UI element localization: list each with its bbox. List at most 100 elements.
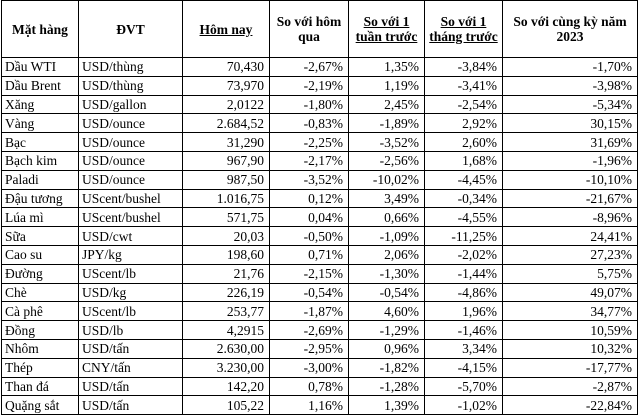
table-row: Nhôm USD/tấn 2.630,00 -2,95% 0,96% 3,34% 10,32… bbox=[1, 338, 638, 359]
cell-vs-yesterday: -1,87% bbox=[269, 301, 349, 322]
cell-item: Đường bbox=[1, 263, 79, 284]
table-row: Dầu Brent USD/thùng 73,970 -2,19% 1,19% -3,41… bbox=[1, 75, 638, 96]
table-row: Paladi USD/ounce 987,50 -3,52% -10,02% -4,45%… bbox=[1, 169, 638, 190]
table-row: Bạch kim USD/ounce 967,90 -2,17% -2,56% 1,68%… bbox=[1, 150, 638, 171]
cell-unit: USD/kg bbox=[78, 282, 183, 303]
cell-vs-yesterday: 1,16% bbox=[269, 395, 349, 415]
cell-item: Than đá bbox=[1, 376, 79, 397]
cell-vs-month: 1,68% bbox=[424, 150, 503, 171]
cell-vs-year: 10,32% bbox=[502, 338, 638, 359]
cell-vs-week: -1,28% bbox=[348, 376, 425, 397]
cell-vs-month: 2,92% bbox=[424, 113, 503, 134]
cell-item: Bạc bbox=[1, 132, 79, 152]
cell-vs-week: -1,89% bbox=[348, 113, 425, 134]
cell-unit: USD/lb bbox=[78, 320, 183, 340]
cell-today: 1.016,75 bbox=[182, 188, 270, 209]
table-row: Xăng USD/gallon 2,0122 -1,80% 2,45% -2,54% -5,… bbox=[1, 94, 638, 115]
cell-vs-month: -4,55% bbox=[424, 207, 503, 228]
cell-vs-yesterday: -0,54% bbox=[269, 282, 349, 303]
table-header-row: Mặt hàng ĐVT Hôm nay So với hôm qua So v… bbox=[1, 0, 638, 58]
header-today: Hôm nay bbox=[182, 0, 270, 58]
header-vs-yesterday: So với hôm qua bbox=[269, 0, 349, 58]
cell-unit: UScent/bushel bbox=[78, 207, 183, 228]
cell-item: Quặng sắt bbox=[1, 395, 79, 415]
cell-vs-yesterday: -1,80% bbox=[269, 94, 349, 115]
cell-vs-year: -21,67% bbox=[502, 188, 638, 209]
cell-item: Cao su bbox=[1, 244, 79, 265]
header-vs-week: So với 1 tuần trước bbox=[348, 0, 425, 58]
cell-vs-year: -10,10% bbox=[502, 169, 638, 190]
cell-vs-yesterday: -2,15% bbox=[269, 263, 349, 284]
header-item: Mặt hàng bbox=[1, 0, 79, 58]
cell-today: 142,20 bbox=[182, 376, 270, 397]
cell-item: Sữa bbox=[1, 226, 79, 246]
table-row: Đậu tương UScent/bushel 1.016,75 0,12% 3,49%… bbox=[1, 188, 638, 209]
cell-item: Đậu tương bbox=[1, 188, 79, 209]
cell-vs-week: 1,39% bbox=[348, 395, 425, 415]
cell-vs-year: -2,87% bbox=[502, 376, 638, 397]
cell-today: 70,430 bbox=[182, 57, 270, 77]
cell-vs-month: -0,34% bbox=[424, 188, 503, 209]
cell-item: Thép bbox=[1, 357, 79, 378]
cell-today: 2.684,52 bbox=[182, 113, 270, 134]
cell-vs-week: -10,02% bbox=[348, 169, 425, 190]
cell-today: 73,970 bbox=[182, 75, 270, 96]
table-row: Bạc USD/ounce 31,290 -2,25% -3,52% 2,60% 31,69… bbox=[1, 132, 638, 152]
cell-item: Lúa mì bbox=[1, 207, 79, 228]
cell-vs-yesterday: -0,83% bbox=[269, 113, 349, 134]
cell-vs-year: 27,23% bbox=[502, 244, 638, 265]
cell-vs-yesterday: -2,17% bbox=[269, 150, 349, 171]
cell-vs-year: 31,69% bbox=[502, 132, 638, 152]
cell-vs-year: 49,07% bbox=[502, 282, 638, 303]
cell-vs-year: 5,75% bbox=[502, 263, 638, 284]
cell-today: 20,03 bbox=[182, 226, 270, 246]
cell-vs-yesterday: 0,04% bbox=[269, 207, 349, 228]
header-unit: ĐVT bbox=[78, 0, 183, 58]
cell-unit: USD/tấn bbox=[78, 395, 183, 415]
cell-vs-yesterday: 0,12% bbox=[269, 188, 349, 209]
cell-vs-week: -1,09% bbox=[348, 226, 425, 246]
cell-vs-yesterday: 0,78% bbox=[269, 376, 349, 397]
cell-unit: USD/thùng bbox=[78, 75, 183, 96]
cell-vs-month: -4,86% bbox=[424, 282, 503, 303]
cell-vs-week: 0,66% bbox=[348, 207, 425, 228]
cell-unit: USD/ounce bbox=[78, 169, 183, 190]
table-row: Vàng USD/ounce 2.684,52 -0,83% -1,89% 2,92% 30… bbox=[1, 113, 638, 134]
cell-vs-yesterday: -2,95% bbox=[269, 338, 349, 359]
cell-vs-yesterday: -3,52% bbox=[269, 169, 349, 190]
cell-today: 253,77 bbox=[182, 301, 270, 322]
cell-vs-week: 1,19% bbox=[348, 75, 425, 96]
cell-vs-yesterday: -3,00% bbox=[269, 357, 349, 378]
cell-vs-year: 30,15% bbox=[502, 113, 638, 134]
cell-vs-week: 0,96% bbox=[348, 338, 425, 359]
cell-unit: USD/ounce bbox=[78, 113, 183, 134]
cell-unit: USD/tấn bbox=[78, 376, 183, 397]
cell-vs-month: -2,54% bbox=[424, 94, 503, 115]
table-row: Đồng USD/lb 4,2915 -2,69% -1,29% -1,46% 10,59% bbox=[1, 320, 638, 340]
cell-today: 967,90 bbox=[182, 150, 270, 171]
cell-vs-year: -5,34% bbox=[502, 94, 638, 115]
header-vs-month: So với 1 tháng trước bbox=[424, 0, 503, 58]
cell-vs-yesterday: 0,71% bbox=[269, 244, 349, 265]
cell-today: 4,2915 bbox=[182, 320, 270, 340]
table-row: Lúa mì UScent/bushel 571,75 0,04% 0,66% -4,55… bbox=[1, 207, 638, 228]
cell-vs-week: 3,49% bbox=[348, 188, 425, 209]
cell-vs-yesterday: -2,67% bbox=[269, 57, 349, 77]
cell-vs-month: -3,84% bbox=[424, 57, 503, 77]
table-body: Dầu WTI USD/thùng 70,430 -2,67% 1,35% -3,84% -… bbox=[1, 57, 638, 415]
cell-unit: UScent/lb bbox=[78, 301, 183, 322]
cell-item: Dầu WTI bbox=[1, 57, 79, 77]
cell-today: 226,19 bbox=[182, 282, 270, 303]
cell-unit: USD/cwt bbox=[78, 226, 183, 246]
cell-vs-year: 34,77% bbox=[502, 301, 638, 322]
cell-today: 21,76 bbox=[182, 263, 270, 284]
cell-vs-week: 1,35% bbox=[348, 57, 425, 77]
cell-vs-week: 2,45% bbox=[348, 94, 425, 115]
cell-today: 987,50 bbox=[182, 169, 270, 190]
cell-vs-year: 24,41% bbox=[502, 226, 638, 246]
cell-today: 3.230,00 bbox=[182, 357, 270, 378]
cell-unit: USD/ounce bbox=[78, 132, 183, 152]
cell-vs-year: 10,59% bbox=[502, 320, 638, 340]
cell-vs-week: -2,56% bbox=[348, 150, 425, 171]
